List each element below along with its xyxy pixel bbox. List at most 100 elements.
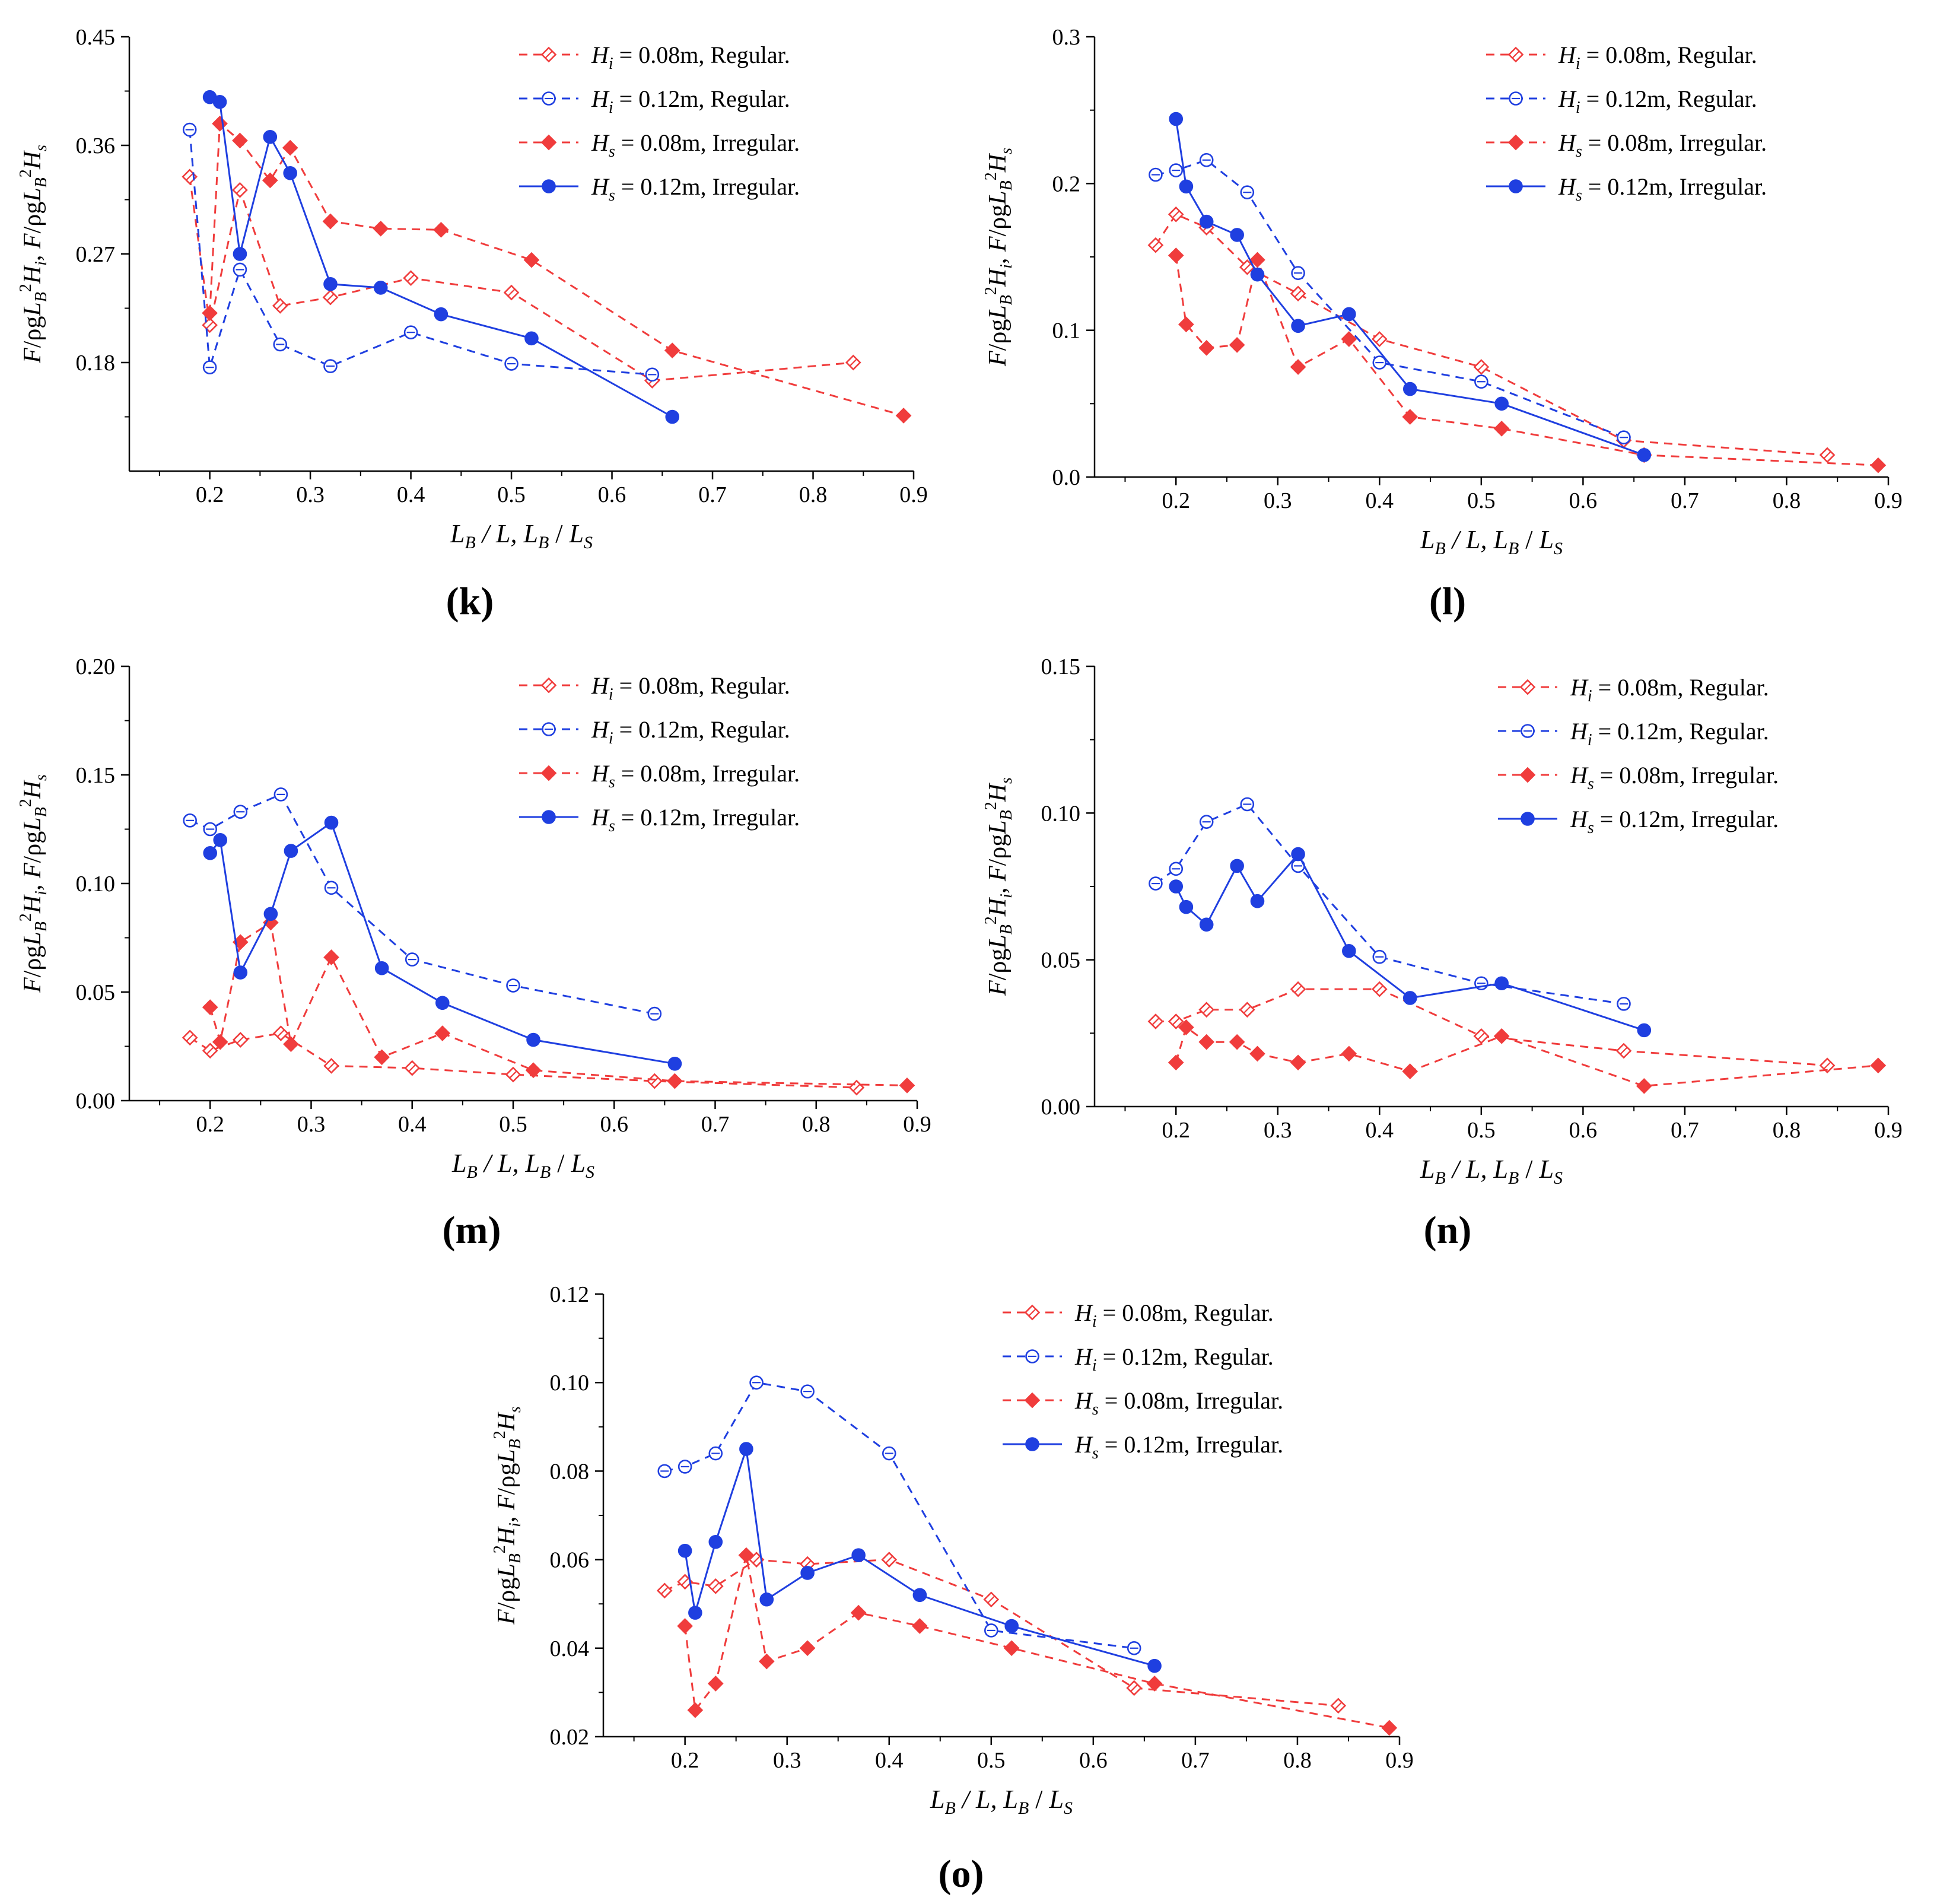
legend-label: Hi = 0.08m, Regular. xyxy=(591,42,790,73)
x-tick-label: 0.9 xyxy=(1874,488,1903,513)
series-1 xyxy=(182,169,861,389)
y-tick-label: 0.18 xyxy=(76,351,116,376)
data-point xyxy=(1168,1054,1184,1071)
x-tick-label: 0.6 xyxy=(598,482,626,507)
data-point xyxy=(232,132,248,149)
legend-marker xyxy=(540,134,557,151)
series-1 xyxy=(656,1552,1347,1714)
data-point xyxy=(213,833,228,847)
legend-label: Hi = 0.08m, Regular. xyxy=(1558,42,1757,73)
data-point xyxy=(233,965,248,980)
series-1 xyxy=(1147,981,1836,1074)
data-point-inner-stroke xyxy=(1823,451,1831,459)
data-point xyxy=(1341,331,1357,347)
y-tick-label: 0.00 xyxy=(1041,1095,1081,1120)
data-point xyxy=(526,1032,540,1047)
x-axis-label: LB / L, LB / LS xyxy=(1420,525,1563,558)
x-tick-label: 0.3 xyxy=(297,1112,326,1137)
x-tick-label: 0.9 xyxy=(1385,1748,1414,1773)
data-point xyxy=(1402,382,1417,396)
data-point-inner-stroke xyxy=(1243,1005,1252,1014)
legend: Hi = 0.08m, Regular. Hi = 0.12m, Regular.… xyxy=(1003,1299,1283,1463)
data-point-inner-stroke xyxy=(1152,241,1160,249)
x-tick-label: 0.7 xyxy=(1181,1748,1210,1773)
legend: Hi = 0.08m, Regular. Hi = 0.12m, Regular.… xyxy=(1498,674,1779,837)
data-point xyxy=(1178,316,1194,333)
data-point xyxy=(434,307,449,322)
legend-marker xyxy=(1507,134,1524,151)
x-tick-label: 0.9 xyxy=(1874,1118,1903,1143)
data-point-inner-stroke xyxy=(1202,1005,1211,1014)
series-line xyxy=(1155,803,1624,1005)
data-point xyxy=(1637,448,1652,462)
x-tick-label: 0.4 xyxy=(398,1112,427,1137)
data-point xyxy=(687,1702,704,1718)
data-point-inner-stroke xyxy=(987,1595,995,1604)
data-point xyxy=(1291,847,1305,862)
data-point xyxy=(435,996,450,1010)
y-tick-label: 0.05 xyxy=(1041,948,1081,973)
legend-label: Hi = 0.08m, Regular. xyxy=(1570,674,1769,705)
y-tick-label: 0.10 xyxy=(550,1371,590,1396)
legend-marker-inner-stroke xyxy=(1512,50,1520,59)
data-point xyxy=(434,1025,451,1041)
series-2 xyxy=(657,1375,1141,1655)
series-line xyxy=(209,96,673,418)
x-tick-label: 0.2 xyxy=(1162,488,1190,513)
data-point xyxy=(323,949,339,965)
series-3 xyxy=(202,116,912,424)
series-line xyxy=(664,1381,1134,1649)
series-line xyxy=(1155,159,1624,438)
data-point xyxy=(1290,1054,1306,1071)
series-line xyxy=(209,921,908,1086)
data-point xyxy=(263,907,278,921)
chart-panel-n: 0.2 0.3 0.4 0.5 0.6 0.7 0.8 0.9 0.00 0.05 0.10 0.15… xyxy=(982,654,1903,1252)
y-tick-label: 0.3 xyxy=(1052,25,1081,50)
y-tick-label: 0.0 xyxy=(1052,465,1081,490)
data-point xyxy=(1493,1028,1510,1044)
data-point-inner-stroke xyxy=(711,1582,720,1591)
data-point xyxy=(1250,894,1265,908)
x-axis-label: LB / L, LB / LS xyxy=(930,1785,1073,1818)
series-line xyxy=(1175,852,1645,1031)
data-point xyxy=(1179,899,1194,914)
data-point xyxy=(1342,307,1356,322)
y-tick-label: 0.06 xyxy=(550,1548,590,1573)
data-point-inner-stroke xyxy=(276,301,285,310)
legend-label: Hs = 0.08m, Irregular. xyxy=(591,129,800,161)
x-tick-label: 0.8 xyxy=(1773,488,1801,513)
data-point xyxy=(1402,1063,1418,1079)
series-2 xyxy=(1149,152,1631,445)
chart-panel-m: 0.2 0.3 0.4 0.5 0.6 0.7 0.8 0.9 0.00 0.05 0.10 0.15… xyxy=(17,654,931,1252)
data-point xyxy=(1199,214,1214,229)
legend: Hi = 0.08m, Regular. Hi = 0.12m, Regular.… xyxy=(519,42,800,205)
legend-marker xyxy=(1519,767,1536,783)
x-tick-label: 0.5 xyxy=(977,1748,1006,1773)
data-point-inner-stroke xyxy=(1152,1017,1160,1026)
legend: Hi = 0.08m, Regular. Hi = 0.12m, Regular.… xyxy=(1486,42,1767,205)
legend-marker-inner-stroke xyxy=(1028,1308,1036,1317)
x-tick-label: 0.3 xyxy=(773,1748,801,1773)
data-point-inner-stroke xyxy=(408,1064,416,1072)
x-tick-label: 0.8 xyxy=(1773,1118,1801,1143)
x-tick-label: 0.5 xyxy=(497,482,526,507)
data-point xyxy=(1870,457,1887,473)
series-line xyxy=(189,176,854,382)
series-line xyxy=(209,821,675,1065)
data-point-inner-stroke xyxy=(680,1578,689,1586)
data-point xyxy=(1290,359,1306,375)
x-tick-label: 0.6 xyxy=(1569,1118,1598,1143)
legend-marker xyxy=(1025,1437,1039,1451)
legend-marker xyxy=(540,765,557,781)
data-point xyxy=(800,1566,815,1580)
series-line xyxy=(1154,213,1828,456)
data-point-inner-stroke xyxy=(1620,1047,1628,1055)
data-point xyxy=(282,139,298,156)
legend-marker-inner-stroke xyxy=(545,681,553,689)
data-point-inner-stroke xyxy=(1294,985,1302,993)
x-axis-label: LB / L, LB / LS xyxy=(450,519,593,552)
series-line xyxy=(209,122,904,417)
panel-label-l: (l) xyxy=(1429,580,1466,623)
x-tick-label: 0.4 xyxy=(1366,1118,1394,1143)
data-point xyxy=(1341,1045,1357,1062)
